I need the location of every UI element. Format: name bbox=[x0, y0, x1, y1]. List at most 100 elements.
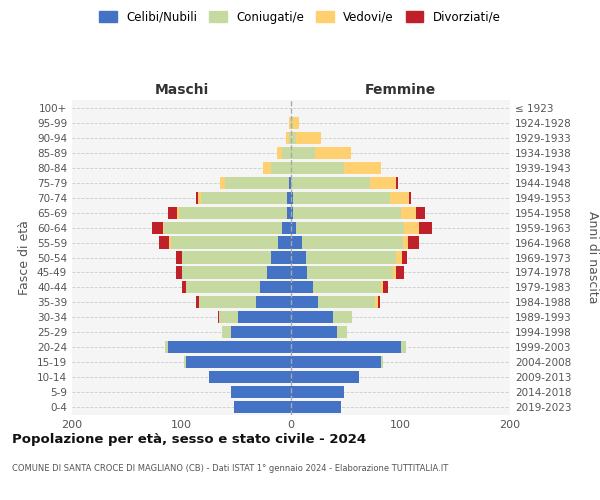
Bar bbox=[209, 371, 291, 383]
Bar bbox=[169, 206, 177, 219]
Bar bbox=[291, 192, 293, 204]
Bar bbox=[291, 147, 315, 159]
Bar bbox=[158, 236, 169, 248]
Bar bbox=[184, 356, 186, 368]
Bar bbox=[307, 252, 396, 264]
Bar bbox=[238, 311, 291, 324]
Bar bbox=[289, 176, 291, 189]
Bar bbox=[165, 341, 169, 353]
Bar bbox=[409, 192, 412, 204]
Bar bbox=[416, 206, 425, 219]
Bar bbox=[234, 400, 291, 413]
Bar bbox=[196, 296, 199, 308]
Bar bbox=[293, 192, 389, 204]
Bar bbox=[291, 176, 370, 189]
Bar bbox=[291, 222, 296, 234]
Bar bbox=[404, 222, 419, 234]
Bar bbox=[313, 281, 381, 293]
Bar bbox=[263, 162, 271, 174]
Bar bbox=[282, 147, 291, 159]
Bar bbox=[291, 386, 344, 398]
Bar bbox=[182, 281, 186, 293]
Bar bbox=[182, 252, 271, 264]
Bar bbox=[291, 162, 344, 174]
Bar bbox=[381, 356, 383, 368]
Bar bbox=[293, 206, 401, 219]
Bar bbox=[152, 222, 163, 234]
Bar bbox=[291, 296, 319, 308]
Bar bbox=[370, 176, 396, 189]
Text: Maschi: Maschi bbox=[154, 84, 209, 98]
Bar bbox=[287, 206, 291, 219]
Bar bbox=[393, 266, 396, 278]
Bar bbox=[201, 192, 287, 204]
Bar bbox=[376, 296, 377, 308]
Bar bbox=[164, 222, 282, 234]
Bar bbox=[291, 371, 359, 383]
Bar bbox=[291, 400, 341, 413]
Bar bbox=[389, 192, 409, 204]
Bar bbox=[377, 296, 380, 308]
Bar bbox=[256, 296, 291, 308]
Bar bbox=[177, 206, 179, 219]
Bar bbox=[337, 326, 347, 338]
Bar bbox=[289, 117, 291, 130]
Bar bbox=[291, 311, 332, 324]
Bar bbox=[289, 132, 291, 144]
Bar bbox=[291, 281, 313, 293]
Bar bbox=[163, 222, 164, 234]
Bar bbox=[291, 252, 307, 264]
Bar bbox=[267, 266, 291, 278]
Bar bbox=[282, 222, 291, 234]
Bar bbox=[344, 162, 381, 174]
Bar bbox=[179, 206, 287, 219]
Bar bbox=[383, 281, 388, 293]
Bar bbox=[396, 266, 404, 278]
Bar bbox=[291, 236, 302, 248]
Bar bbox=[198, 192, 201, 204]
Bar bbox=[296, 222, 404, 234]
Bar bbox=[170, 236, 278, 248]
Bar bbox=[291, 266, 307, 278]
Bar bbox=[220, 176, 226, 189]
Legend: Celibi/Nubili, Coniugati/e, Vedovi/e, Divorziati/e: Celibi/Nubili, Coniugati/e, Vedovi/e, Di… bbox=[95, 6, 505, 28]
Bar bbox=[408, 236, 419, 248]
Bar bbox=[296, 132, 320, 144]
Bar bbox=[278, 236, 291, 248]
Y-axis label: Anni di nascita: Anni di nascita bbox=[586, 211, 599, 304]
Y-axis label: Fasce di età: Fasce di età bbox=[19, 220, 31, 295]
Bar bbox=[277, 147, 282, 159]
Bar bbox=[315, 147, 351, 159]
Bar bbox=[226, 176, 289, 189]
Bar bbox=[291, 356, 381, 368]
Bar bbox=[199, 296, 256, 308]
Bar bbox=[291, 326, 337, 338]
Bar bbox=[169, 341, 291, 353]
Bar bbox=[401, 341, 406, 353]
Bar bbox=[186, 356, 291, 368]
Bar bbox=[271, 252, 291, 264]
Bar bbox=[332, 311, 352, 324]
Bar bbox=[169, 236, 170, 248]
Bar bbox=[401, 252, 407, 264]
Bar bbox=[186, 281, 260, 293]
Bar bbox=[286, 132, 289, 144]
Bar bbox=[291, 341, 401, 353]
Bar bbox=[231, 386, 291, 398]
Bar bbox=[219, 311, 238, 324]
Bar bbox=[231, 326, 291, 338]
Bar bbox=[401, 206, 416, 219]
Bar bbox=[176, 252, 182, 264]
Text: COMUNE DI SANTA CROCE DI MAGLIANO (CB) - Dati ISTAT 1° gennaio 2024 - Elaborazio: COMUNE DI SANTA CROCE DI MAGLIANO (CB) -… bbox=[12, 464, 448, 473]
Bar bbox=[196, 192, 198, 204]
Bar bbox=[291, 117, 293, 130]
Bar bbox=[381, 281, 383, 293]
Bar bbox=[176, 266, 182, 278]
Bar bbox=[287, 192, 291, 204]
Bar bbox=[271, 162, 291, 174]
Bar bbox=[396, 252, 401, 264]
Bar bbox=[307, 266, 393, 278]
Bar bbox=[291, 206, 293, 219]
Text: Popolazione per età, sesso e stato civile - 2024: Popolazione per età, sesso e stato civil… bbox=[12, 432, 366, 446]
Bar bbox=[319, 296, 376, 308]
